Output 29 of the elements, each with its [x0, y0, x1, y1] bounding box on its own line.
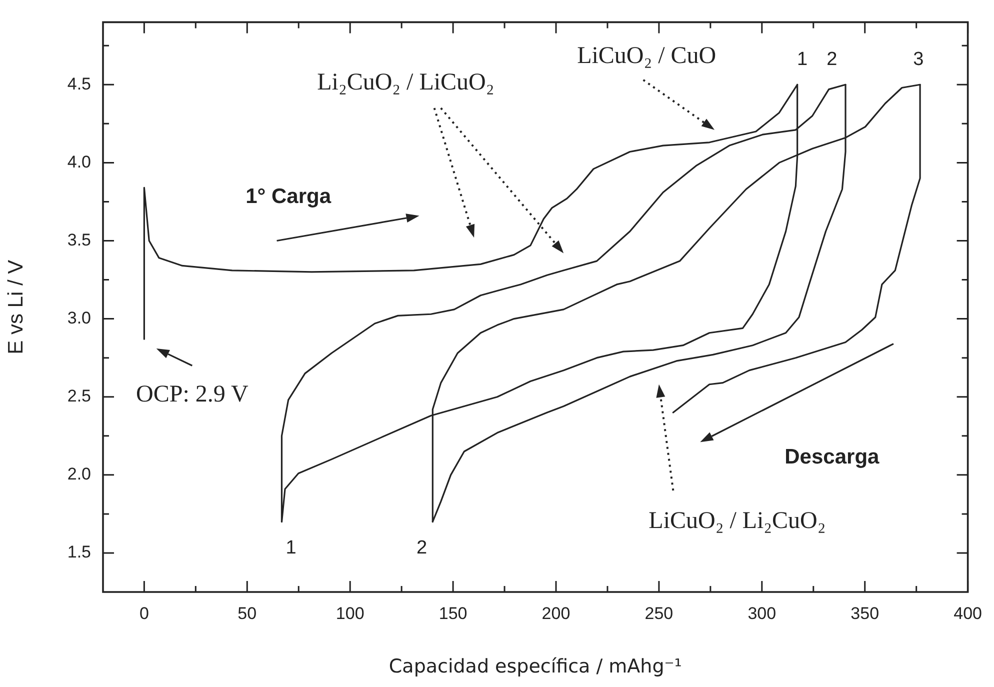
y-tick-label: 2.5: [67, 386, 91, 406]
annotation: 1: [286, 538, 296, 559]
x-tick-label: 250: [644, 604, 674, 623]
annotation: Descarga: [784, 446, 880, 469]
annotation: 3: [913, 48, 924, 70]
y-tick-label: 4.5: [67, 74, 91, 94]
y-tick-label: 4.0: [67, 152, 91, 172]
y-axis-title: E vs Li / V: [4, 260, 28, 354]
annotation: 1: [796, 48, 808, 70]
annotation: OCP: 2.9 V: [136, 382, 249, 408]
y-tick-label: 3.5: [67, 230, 91, 250]
annotation: 1° Carga: [246, 184, 332, 208]
x-tick-label: 300: [748, 604, 776, 623]
y-tick-label: 2.0: [67, 464, 91, 484]
annotation: Li₂CuO₂ / LiCuO₂: [317, 69, 494, 96]
x-tick-label: 400: [954, 604, 982, 623]
annotation: LiCuO₂ / CuO: [577, 42, 716, 69]
x-tick-label: 100: [336, 604, 364, 623]
x-tick-label: 200: [542, 604, 570, 623]
annotation: LiCuO₂ / Li₂CuO₂: [648, 508, 826, 534]
annotation: 2: [416, 538, 428, 559]
x-tick-label: 150: [438, 604, 468, 623]
x-tick-label: 350: [850, 604, 880, 623]
x-tick-label: 50: [238, 604, 257, 623]
x-axis-title: Capacidad específica / mAhg⁻¹: [388, 656, 682, 678]
annotation: 2: [826, 48, 838, 70]
y-tick-label: 1.5: [67, 542, 91, 562]
y-tick-label: 3.0: [67, 308, 91, 328]
x-tick-label: 0: [139, 604, 149, 623]
